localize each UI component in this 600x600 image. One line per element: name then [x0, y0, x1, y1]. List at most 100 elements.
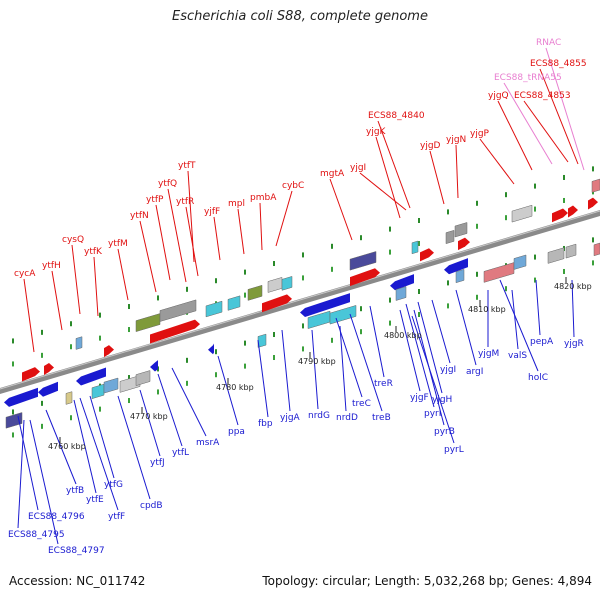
gene-label-top[interactable]: ytfH	[42, 261, 61, 271]
forward-gene-arrow[interactable]	[22, 367, 40, 382]
gene-label-bottom[interactable]: pyrB	[434, 427, 455, 437]
gene-label-bottom[interactable]: nrdG	[308, 411, 330, 421]
forward-gene-arrow[interactable]	[568, 205, 578, 218]
reverse-gene-arrow[interactable]	[208, 343, 214, 355]
gene-feature-box[interactable]	[445, 229, 455, 245]
gene-label-bottom[interactable]: treC	[352, 399, 371, 409]
gene-label-top[interactable]: yjgN	[446, 135, 466, 145]
gene-label-bottom[interactable]: cpdB	[140, 501, 163, 511]
gene-feature-box[interactable]	[511, 204, 533, 223]
gene-feature-box[interactable]	[75, 336, 83, 350]
gene-label-bottom[interactable]: ECS88_4795	[8, 530, 65, 540]
gene-features[interactable]	[4, 178, 600, 429]
gene-label-top[interactable]: ECS88_4853	[514, 91, 571, 101]
gene-feature-box[interactable]	[395, 286, 407, 301]
gene-feature-box[interactable]	[565, 243, 577, 259]
gene-label-top[interactable]: ytfP	[146, 195, 164, 205]
gene-label-top[interactable]: ytfQ	[158, 179, 177, 189]
forward-gene-arrow[interactable]	[350, 268, 380, 287]
gene-label-top[interactable]: pmbA	[250, 193, 277, 203]
forward-gene-arrow[interactable]	[552, 208, 568, 223]
gene-feature-box[interactable]	[135, 313, 161, 332]
gene-feature-box[interactable]	[119, 375, 141, 393]
gene-label-bottom[interactable]: ytfJ	[150, 458, 165, 468]
gene-label-bottom[interactable]: ppa	[228, 427, 245, 437]
gene-label-top[interactable]: yjgP	[470, 129, 490, 139]
gene-label-bottom[interactable]: ytfG	[104, 480, 123, 490]
gene-label-bottom[interactable]: treR	[374, 379, 393, 389]
gene-label-bottom[interactable]: argI	[466, 367, 483, 377]
gene-label-top[interactable]: yjfF	[204, 207, 220, 217]
gene-label-top[interactable]: ytfT	[178, 161, 196, 171]
reverse-gene-arrow[interactable]	[150, 360, 158, 372]
gene-label-top[interactable]: ECS88_tRNA55	[494, 73, 562, 83]
gene-label-bottom[interactable]: yjgR	[564, 339, 584, 349]
forward-gene-arrow[interactable]	[420, 248, 434, 262]
gene-label-top[interactable]: cycA	[14, 269, 36, 279]
gene-label-top[interactable]: ECS88_4855	[530, 59, 587, 69]
gene-feature-box[interactable]	[349, 251, 377, 271]
gene-label-bottom[interactable]: pyrL	[444, 445, 464, 455]
gene-label-bottom[interactable]: ytfB	[66, 486, 84, 496]
gene-feature-box[interactable]	[591, 178, 600, 193]
gene-label-bottom[interactable]: ytfF	[108, 512, 125, 522]
gene-label-bottom[interactable]: msrA	[196, 438, 220, 448]
gene-feature-box[interactable]	[281, 276, 293, 291]
forward-gene-arrow[interactable]	[588, 197, 598, 210]
forward-gene-arrow[interactable]	[44, 362, 54, 375]
gene-label-top[interactable]: ytfK	[84, 247, 103, 257]
gene-label-top[interactable]: ytfR	[176, 197, 194, 207]
gene-label-bottom[interactable]: yjgF	[410, 393, 429, 403]
reverse-gene-arrow[interactable]	[300, 293, 350, 317]
reverse-gene-arrow[interactable]	[4, 387, 38, 407]
gene-label-top[interactable]: mpl	[228, 199, 245, 209]
gene-feature-box[interactable]	[159, 299, 197, 322]
gene-label-top[interactable]: ytfN	[130, 211, 149, 221]
forward-gene-arrow[interactable]	[262, 294, 292, 313]
gene-feature-box[interactable]	[593, 242, 600, 257]
gene-label-bottom[interactable]: ECS88_4797	[48, 546, 105, 556]
gene-label-bottom[interactable]: treB	[372, 413, 391, 423]
reverse-gene-arrow[interactable]	[38, 381, 58, 397]
gene-feature-box[interactable]	[483, 262, 515, 283]
gene-label-bottom[interactable]: holC	[528, 373, 548, 383]
gene-feature-box[interactable]	[454, 222, 468, 238]
gene-label-top[interactable]: mgtA	[320, 169, 345, 179]
gene-label-top[interactable]: yjgI	[350, 163, 366, 173]
gene-label-bottom[interactable]: yjgM	[478, 349, 499, 359]
gene-feature-box[interactable]	[513, 254, 527, 270]
gene-label-top[interactable]: yjgQ	[488, 91, 509, 101]
gene-label-bottom[interactable]: yjgA	[280, 413, 301, 423]
gene-label-top[interactable]: RNAC	[536, 38, 561, 48]
gene-label-top[interactable]: cybC	[282, 181, 304, 191]
gene-feature-box[interactable]	[135, 370, 151, 386]
gene-label-bottom[interactable]: pyrI	[424, 409, 441, 419]
gene-label-bottom[interactable]: yjgI	[440, 365, 456, 375]
gene-feature-box[interactable]	[205, 300, 223, 318]
gene-label-bottom[interactable]: ytfE	[86, 495, 104, 505]
gene-label-bottom[interactable]: yjgH	[432, 395, 452, 405]
gene-feature-box[interactable]	[267, 277, 283, 293]
reverse-gene-arrow[interactable]	[390, 274, 414, 291]
gene-label-top[interactable]: cysQ	[62, 235, 84, 245]
gene-label-top[interactable]: ECS88_4840	[368, 111, 425, 121]
gene-label-top[interactable]: ytfM	[108, 239, 128, 249]
gene-label-bottom[interactable]: fbp	[258, 419, 273, 429]
gene-feature-box[interactable]	[547, 247, 565, 264]
gene-feature-box[interactable]	[247, 284, 263, 301]
reverse-gene-arrow[interactable]	[76, 367, 106, 386]
gene-feature-box[interactable]	[65, 391, 73, 405]
gene-label-top[interactable]: yjgD	[420, 141, 441, 151]
gene-label-top[interactable]: yjgK	[366, 127, 387, 137]
reverse-gene-arrow[interactable]	[444, 258, 468, 275]
gene-label-bottom[interactable]: pepA	[530, 337, 554, 347]
gene-feature-box[interactable]	[103, 377, 119, 394]
forward-gene-arrow[interactable]	[150, 319, 200, 344]
gene-label-bottom[interactable]: valS	[508, 351, 527, 361]
forward-gene-arrow[interactable]	[104, 345, 114, 358]
gene-label-bottom[interactable]: nrdD	[336, 413, 358, 423]
gene-label-bottom[interactable]: ytfL	[172, 448, 189, 458]
gene-label-bottom[interactable]: ECS88_4796	[28, 512, 85, 522]
